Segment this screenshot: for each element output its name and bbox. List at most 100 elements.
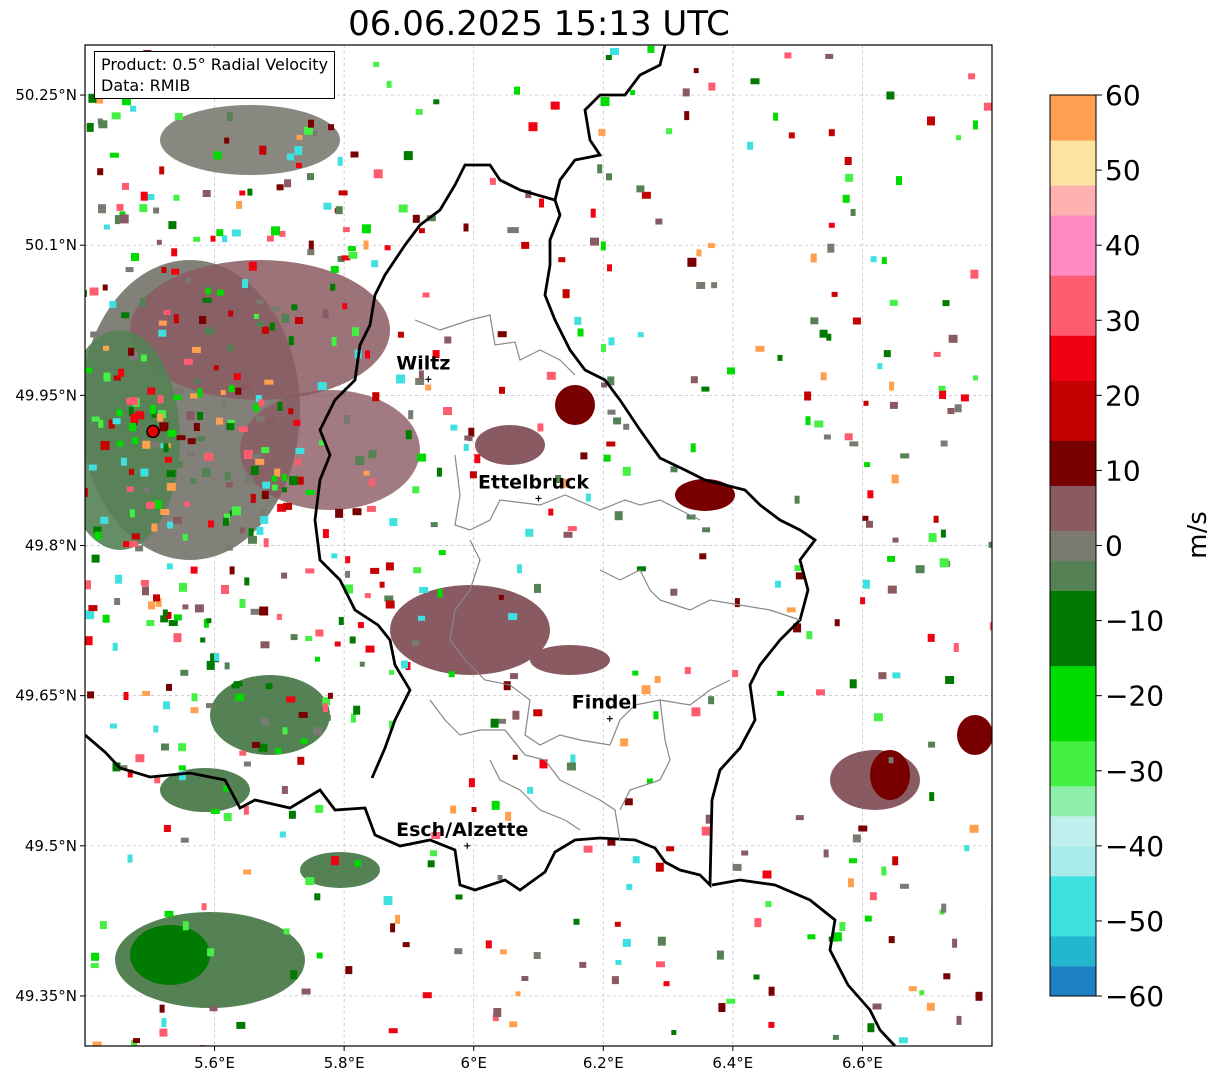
echo-pixel [450,424,458,431]
echo-pixel [539,198,544,208]
echo-pixel [413,567,422,574]
echo-pixel [663,981,670,987]
echo-pixel [983,102,992,111]
echo-pixel [129,351,138,360]
echo-pixel [823,849,829,858]
echo-pixel [143,487,151,493]
echo-pixel [25,334,32,342]
echo-pixel [91,416,100,422]
echo-pixel [647,45,655,53]
echo-pixel [173,633,182,643]
echo-pixel [258,399,265,407]
echo-pixel [653,711,659,720]
echo-pixel [887,585,897,594]
echo-pixel [412,214,420,223]
echo-pixel [142,440,151,449]
echo-pixel [297,756,305,765]
echo-pixel [872,1003,882,1010]
echo-pixel [154,777,161,784]
echo-pixel [55,104,63,111]
echo-pixel [139,204,148,213]
echo-pixel [448,671,455,678]
echo-pixel [877,363,883,370]
echo-pixel [832,932,842,942]
echo-pixel [262,481,271,489]
echo-pixel [607,264,612,272]
echo-pixel [550,101,560,110]
echo-pixel [408,410,414,420]
echo-pixel [236,200,243,209]
echo-pixel [850,209,856,216]
echo-pixel [243,805,249,815]
echo-pixel [687,257,697,267]
echo-pixel [153,499,162,509]
echo-pixel [41,326,48,331]
echo-pixel [892,537,899,543]
echo-pixel [842,194,850,203]
echo-pixel [517,564,522,574]
colorbar-tick-label-10: −40 [1105,830,1164,863]
echo-pixel [178,765,186,771]
echo-pixel [74,302,83,309]
echo-pixel [908,986,917,992]
echo-pixel [773,112,779,121]
echo-pixel [305,490,315,495]
echo-pixel [14,569,21,578]
echo-pixel [418,615,425,621]
echo-pixel [248,528,254,538]
echo-pixel [112,642,118,651]
echo-pixel [224,472,231,481]
echo-pixel [103,372,111,382]
echo-pixel [21,704,26,709]
echo-pixel [259,145,267,155]
echo-pixel [193,423,200,431]
echo-pixel [283,502,293,510]
echo-pixel [173,516,182,524]
echo-pixel [158,329,167,337]
echo-pixel [161,1018,167,1028]
echo-pixel [128,541,138,548]
echo-pixel [497,331,507,338]
echo-pixel [342,227,350,233]
colorbar-segment-1 [1050,935,1096,967]
echo-pixel [753,974,760,980]
echo-pixel [794,495,800,504]
echo-pixel [94,531,102,540]
echo-pixel [670,466,678,473]
echo-pixel [732,670,739,677]
echo-pixel [127,854,133,863]
echo-pixel [3,321,9,328]
lon-tick-label-4: 6.4°E [712,1054,753,1072]
echo-pixel [786,607,796,613]
echo-pixel [398,204,408,213]
echo-pixel [973,375,978,381]
echo-pixel [366,505,376,512]
echo-pixel [926,1002,935,1011]
echo-pixel [305,877,315,886]
echo-pixel [349,636,356,644]
echo-pixel [858,825,868,832]
echo-pixel [755,345,765,352]
echo-pixel [66,485,71,493]
echo-pixel [379,581,385,588]
echo-pixel [243,450,253,459]
echo-pixel [437,588,443,598]
echo-pixel [953,643,959,652]
echo-pixel [45,379,50,385]
echo-pixel [248,261,257,271]
echo-pixel [153,207,160,214]
echo-pixel [989,622,992,631]
echo-pixel [474,454,481,464]
echo-pixel [264,379,274,385]
echo-pixel [159,422,169,432]
echo-pixel [558,257,566,263]
colorbar-segment-13 [1050,380,1096,441]
echo-pixel [294,146,303,155]
echo-pixel [261,491,269,499]
echo-pixel [385,600,395,609]
echo-pixel [331,337,337,346]
colorbar-segment-4 [1050,815,1096,847]
echo-pixel [929,792,935,802]
echo-pixel [373,61,380,67]
echo-pixel [330,265,339,273]
